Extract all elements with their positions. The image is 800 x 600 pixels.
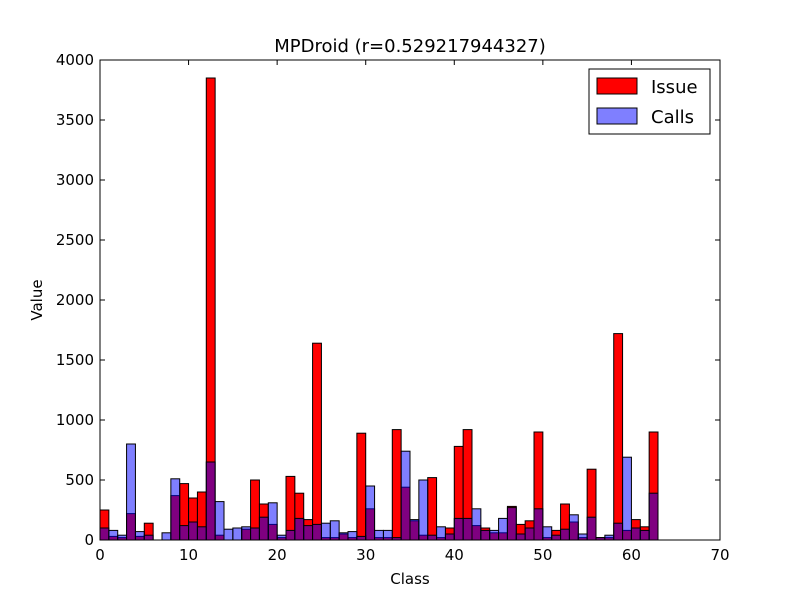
bar-calls xyxy=(648,492,659,541)
bar-calls xyxy=(568,514,579,541)
bar-calls xyxy=(630,527,641,541)
bar-issue xyxy=(391,429,402,541)
x-tick-label: 10 xyxy=(179,546,198,564)
bar-calls xyxy=(365,485,376,541)
bar-calls xyxy=(436,526,446,541)
x-tick-label: 40 xyxy=(445,546,464,564)
plot-frame xyxy=(99,59,721,541)
bar-calls xyxy=(453,517,464,541)
bar-calls xyxy=(241,526,252,541)
bar-calls xyxy=(498,517,508,541)
bar-calls xyxy=(356,535,367,541)
x-tick-label: 70 xyxy=(710,546,729,564)
y-tick-label: 2500 xyxy=(56,231,94,249)
bar-calls xyxy=(471,508,482,541)
bar-calls xyxy=(347,531,358,541)
bar-calls xyxy=(400,450,411,541)
bar-calls xyxy=(320,522,331,541)
y-tick-label: 500 xyxy=(65,471,94,489)
bar-issue xyxy=(356,432,367,541)
chart-title: MPDroid (r=0.529217944327) xyxy=(274,36,546,57)
x-tick-label: 60 xyxy=(622,546,641,564)
x-tick-label: 20 xyxy=(268,546,287,564)
bar-calls xyxy=(267,502,278,541)
bar-calls xyxy=(232,527,243,541)
bar-calls xyxy=(506,507,517,541)
y-tick-label: 4000 xyxy=(56,51,94,69)
bar-calls xyxy=(418,479,429,541)
bar-calls xyxy=(462,517,473,541)
ticks-layer: 0 10 20 30 40 50 60 70 0 500 1000 1500 2000 2500 3000 3… xyxy=(56,51,730,564)
x-tick-label: 50 xyxy=(533,546,552,564)
bar-calls xyxy=(99,527,110,541)
legend-swatch-calls xyxy=(596,107,638,125)
bar-calls xyxy=(303,525,314,541)
bar-calls xyxy=(409,519,420,541)
bar-calls xyxy=(214,501,225,541)
bar-calls xyxy=(143,534,154,541)
bar-calls xyxy=(613,522,624,541)
bar-issue xyxy=(312,342,322,541)
y-axis-label: Value xyxy=(28,279,46,320)
bar-calls xyxy=(542,526,553,541)
bar-calls xyxy=(223,528,234,541)
bar-calls xyxy=(604,534,615,541)
y-tick-label: 1000 xyxy=(56,411,94,429)
bar-calls xyxy=(427,534,438,541)
bar-issue xyxy=(613,333,624,541)
bar-calls xyxy=(250,527,260,541)
legend-label-calls: Calls xyxy=(651,107,694,128)
bar-calls xyxy=(108,529,119,541)
x-tick-label: 0 xyxy=(95,546,105,564)
x-tick-label: 30 xyxy=(356,546,375,564)
bar-calls xyxy=(622,456,632,541)
y-tick-label: 0 xyxy=(84,531,94,549)
y-tick-label: 1500 xyxy=(56,351,94,369)
bar-calls xyxy=(577,533,588,541)
bar-calls xyxy=(382,529,393,541)
bar-calls xyxy=(586,516,597,541)
bar-calls xyxy=(188,521,198,541)
bar-calls xyxy=(205,461,216,541)
bar-calls xyxy=(329,520,340,541)
y-tick-label: 3500 xyxy=(56,111,94,129)
x-axis-label: Class xyxy=(390,570,430,588)
bar-calls xyxy=(134,531,145,541)
bar-calls xyxy=(294,517,305,541)
legend-label-issue: Issue xyxy=(651,77,698,98)
bar-calls xyxy=(179,525,190,541)
bar-calls xyxy=(117,534,128,541)
bar-calls xyxy=(444,533,455,541)
bar-calls xyxy=(533,508,544,541)
bar-calls xyxy=(196,526,207,541)
bars-layer xyxy=(99,77,659,541)
bar-calls xyxy=(515,533,526,541)
bar-calls xyxy=(639,529,650,541)
bar-calls xyxy=(489,529,500,541)
bar-calls xyxy=(285,529,296,541)
bar-calls xyxy=(276,534,287,541)
bar-calls xyxy=(524,527,535,541)
legend: Issue Calls xyxy=(588,68,711,135)
bar-calls xyxy=(374,529,384,541)
bar-calls xyxy=(312,523,322,541)
y-tick-label: 2000 xyxy=(56,291,94,309)
legend-swatch-issue xyxy=(596,77,638,95)
bar-calls xyxy=(161,532,172,541)
y-tick-label: 3000 xyxy=(56,171,94,189)
bar-calls xyxy=(170,478,181,541)
bar-calls xyxy=(338,532,349,541)
bar-issue xyxy=(427,477,438,541)
bar-calls xyxy=(551,534,562,541)
bar-calls xyxy=(258,516,269,541)
bar-calls xyxy=(480,529,491,541)
bar-calls xyxy=(126,443,136,541)
bar-calls xyxy=(560,528,570,541)
